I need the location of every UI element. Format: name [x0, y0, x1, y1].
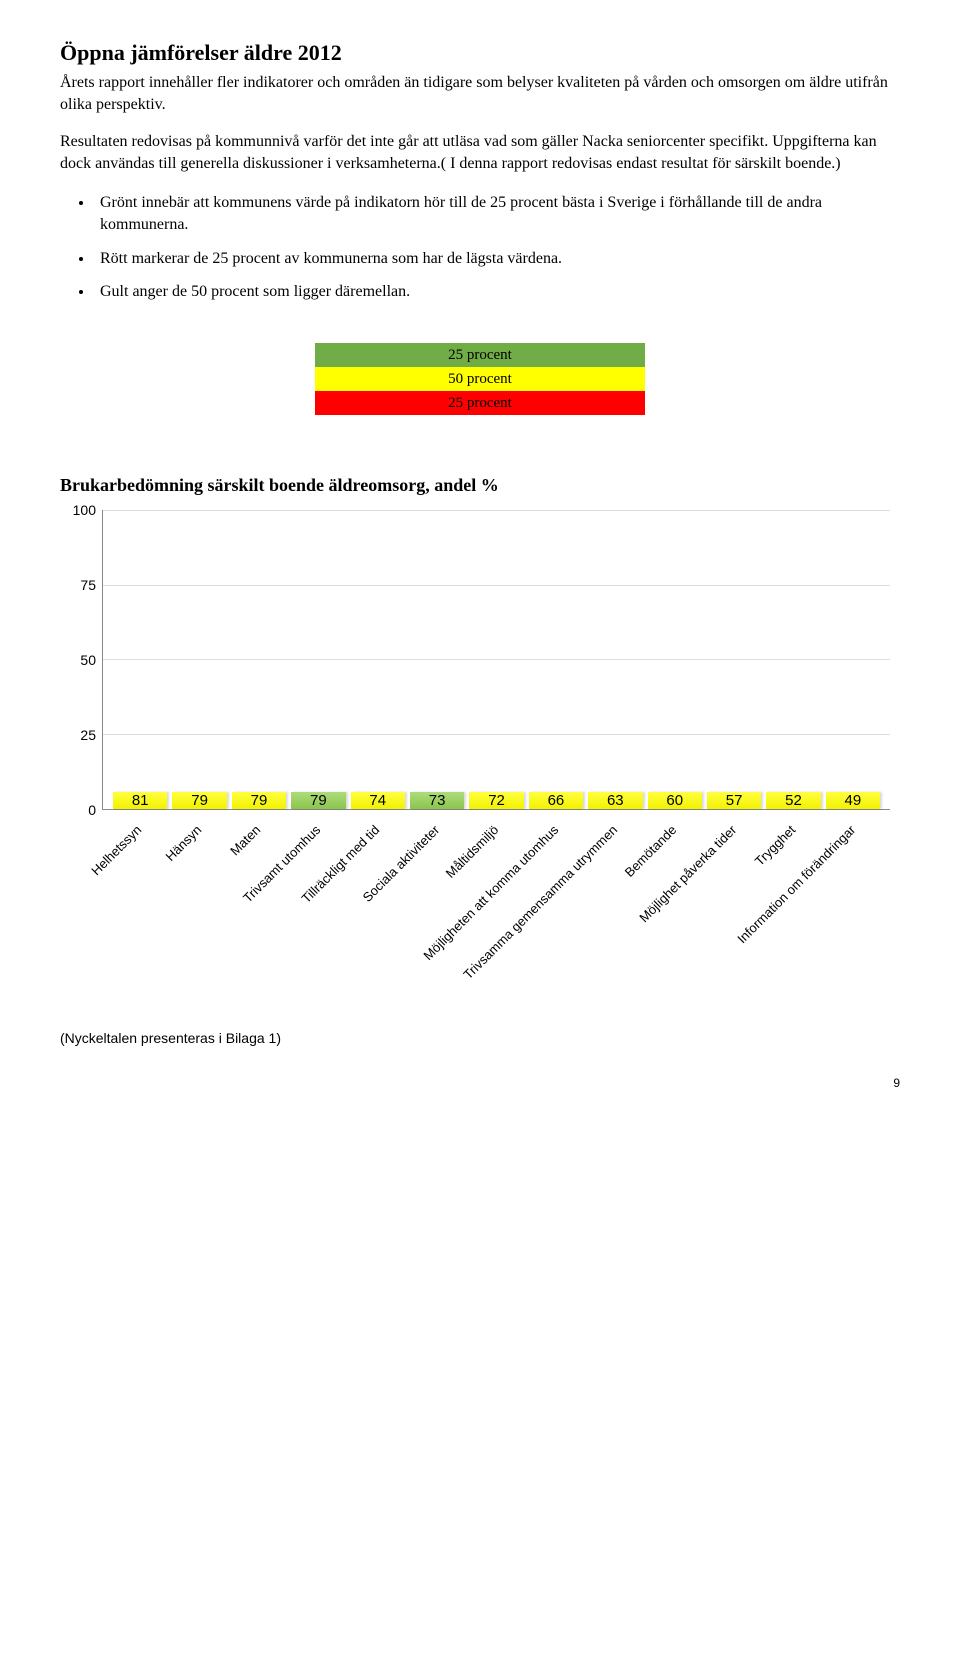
- bar-col: 74: [351, 792, 405, 809]
- x-label: Maten: [227, 822, 263, 858]
- bar-value: 79: [310, 792, 327, 809]
- bar: 79: [172, 792, 226, 809]
- y-tick: 0: [88, 802, 96, 818]
- y-axis: 0255075100: [60, 510, 102, 810]
- bar-col: 52: [766, 792, 820, 809]
- bar-col: 79: [291, 792, 345, 809]
- bar-col: 79: [172, 792, 226, 809]
- x-label-col: Maten: [231, 810, 285, 1010]
- bar-value: 49: [845, 792, 862, 809]
- bar-chart: 0255075100 81797979747372666360575249 He…: [60, 510, 900, 1010]
- bar-value: 63: [607, 792, 624, 809]
- bar-value: 79: [191, 792, 208, 809]
- y-tick: 50: [80, 652, 96, 668]
- bar-col: 63: [588, 792, 642, 809]
- y-tick: 25: [80, 727, 96, 743]
- bar-value: 81: [132, 792, 149, 809]
- x-labels: HelhetssynHänsynMatenTrivsamt utomhusTil…: [102, 810, 890, 1010]
- legend-row-1: 50 procent: [315, 367, 645, 391]
- bar: 81: [113, 792, 167, 809]
- x-label-col: Sociala aktiviteter: [409, 810, 463, 1010]
- bar-col: 60: [648, 792, 702, 809]
- bar: 63: [588, 792, 642, 809]
- bar: 74: [351, 792, 405, 809]
- bullet-red: Rött markerar de 25 procent av kommunern…: [94, 248, 900, 270]
- x-label-col: Information om förändringar: [826, 810, 880, 1010]
- x-label-col: Trivsamma gemensamma utrymmen: [588, 810, 642, 1010]
- bar-col: 79: [232, 792, 286, 809]
- footer-note: (Nyckeltalen presenteras i Bilaga 1): [60, 1030, 900, 1046]
- x-label-col: Trivsamt utomhus: [290, 810, 344, 1010]
- bar: 60: [648, 792, 702, 809]
- bar: 73: [410, 792, 464, 809]
- y-tick: 100: [73, 502, 96, 518]
- bar-col: 73: [410, 792, 464, 809]
- bar: 72: [469, 792, 523, 809]
- bar: 79: [232, 792, 286, 809]
- chart-title: Brukarbedömning särskilt boende äldreoms…: [60, 475, 900, 496]
- legend-table: 25 procent50 procent25 procent: [315, 343, 645, 415]
- color-meaning-list: Grönt innebär att kommunens värde på ind…: [60, 192, 900, 302]
- intro-paragraph-1: Årets rapport innehåller fler indikatore…: [60, 72, 900, 115]
- bar-col: 49: [826, 792, 880, 809]
- legend-row-0: 25 procent: [315, 343, 645, 367]
- page-number: 9: [60, 1076, 900, 1090]
- page-heading: Öppna jämförelser äldre 2012: [60, 40, 900, 66]
- bar-value: 73: [429, 792, 446, 809]
- legend-row-2: 25 procent: [315, 391, 645, 415]
- bar: 52: [766, 792, 820, 809]
- x-label: Hänsyn: [162, 822, 204, 864]
- x-label-col: Möjlighet påverka tider: [707, 810, 761, 1010]
- bullet-yellow: Gult anger de 50 procent som ligger däre…: [94, 281, 900, 303]
- bar: 57: [707, 792, 761, 809]
- x-label-col: Tillräckligt med tid: [350, 810, 404, 1010]
- bar-col: 57: [707, 792, 761, 809]
- bar-col: 66: [529, 792, 583, 809]
- bar-value: 52: [785, 792, 802, 809]
- bar: 79: [291, 792, 345, 809]
- bar-value: 57: [726, 792, 743, 809]
- intro-paragraph-2: Resultaten redovisas på kommunnivå varfö…: [60, 131, 900, 174]
- y-tick: 75: [80, 577, 96, 593]
- x-label: Helhetssyn: [88, 822, 144, 878]
- bar: 49: [826, 792, 880, 809]
- plot-area: 81 79 79 79 74 73 72 66 63 60 57 52 49: [102, 510, 890, 810]
- bar-value: 72: [488, 792, 505, 809]
- bar-col: 72: [469, 792, 523, 809]
- bars-container: 81 79 79 79 74 73 72 66 63 60 57 52 49: [103, 510, 890, 809]
- bar-value: 79: [251, 792, 268, 809]
- bar-value: 66: [548, 792, 565, 809]
- bar-value: 74: [369, 792, 386, 809]
- x-label-col: Helhetssyn: [112, 810, 166, 1010]
- bar: 66: [529, 792, 583, 809]
- bar-col: 81: [113, 792, 167, 809]
- bar-value: 60: [666, 792, 683, 809]
- x-label-col: Hänsyn: [171, 810, 225, 1010]
- bullet-green: Grönt innebär att kommunens värde på ind…: [94, 192, 900, 235]
